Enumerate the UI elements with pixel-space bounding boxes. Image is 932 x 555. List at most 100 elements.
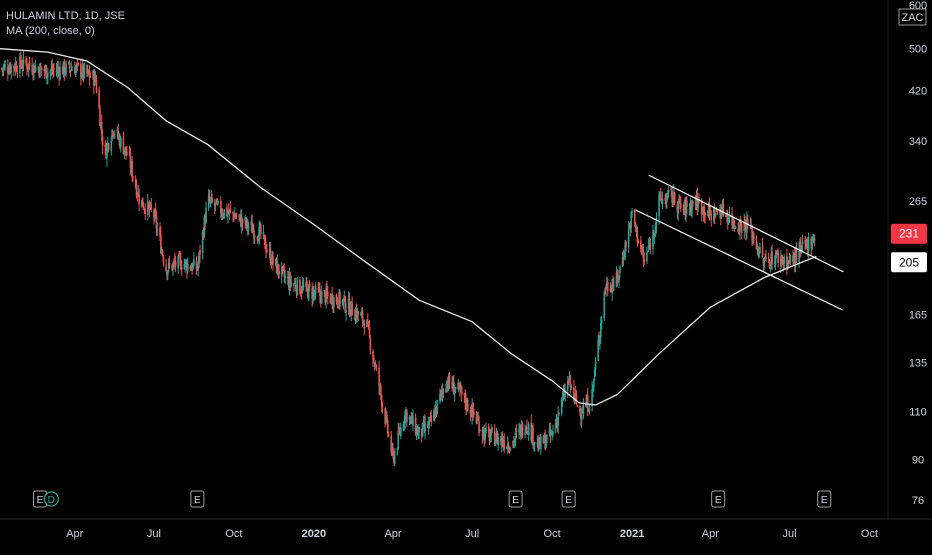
candle-body bbox=[556, 419, 559, 425]
candle-body bbox=[731, 213, 733, 226]
candle-body bbox=[513, 440, 515, 444]
candle-body bbox=[233, 214, 235, 220]
candle-body bbox=[666, 196, 668, 202]
candle-body bbox=[195, 261, 198, 270]
candle-body bbox=[566, 380, 569, 391]
candle-body bbox=[40, 65, 42, 67]
price-badge-label: 231 bbox=[899, 227, 919, 241]
candle-body bbox=[635, 227, 638, 230]
candle-body bbox=[216, 201, 219, 204]
candle-body bbox=[533, 442, 536, 445]
candle-body bbox=[150, 204, 153, 210]
candle-body bbox=[113, 135, 115, 137]
candle-body bbox=[606, 283, 608, 288]
candle-body bbox=[613, 285, 615, 287]
candle-body bbox=[621, 257, 624, 267]
candle-body bbox=[197, 262, 200, 270]
candle-body bbox=[710, 214, 713, 221]
candle-body bbox=[223, 209, 226, 218]
candle-body bbox=[375, 367, 378, 369]
candle-body bbox=[631, 211, 633, 213]
candle-body bbox=[300, 292, 302, 294]
candle-body bbox=[333, 296, 335, 309]
candle-body bbox=[372, 351, 374, 360]
price-tick-label: 135 bbox=[909, 357, 927, 369]
candle-body bbox=[508, 450, 511, 452]
candle-body bbox=[189, 265, 192, 270]
candle-body bbox=[476, 419, 479, 421]
candle-body bbox=[777, 251, 779, 264]
candle-body bbox=[649, 242, 652, 250]
candle-body bbox=[800, 246, 803, 252]
earnings-marker[interactable]: E bbox=[561, 490, 576, 508]
candle-body bbox=[360, 313, 362, 316]
candle-body bbox=[281, 266, 284, 268]
ma-line bbox=[0, 48, 817, 406]
candle-body bbox=[521, 423, 524, 437]
candle-body bbox=[154, 208, 157, 217]
candle-body bbox=[682, 208, 685, 210]
earnings-marker[interactable]: E bbox=[817, 490, 832, 508]
candlestick-series bbox=[0, 50, 816, 467]
candle-body bbox=[160, 234, 162, 254]
candle-body bbox=[347, 298, 350, 309]
trend-channel[interactable] bbox=[635, 174, 844, 311]
candle-body bbox=[500, 437, 503, 444]
earnings-marker[interactable]: E bbox=[711, 490, 726, 508]
time-tick-label: Oct bbox=[861, 528, 878, 540]
candle-body bbox=[423, 422, 426, 430]
dividend-marker[interactable]: D bbox=[43, 491, 59, 507]
candle-body bbox=[112, 131, 114, 135]
candle-body bbox=[446, 383, 449, 388]
time-axis[interactable]: Apr Jul Oct 2020 Apr Jul Oct 2021 Apr Jul Oct bbox=[0, 518, 932, 540]
candle-body bbox=[812, 240, 814, 242]
candle-body bbox=[13, 66, 16, 70]
candle-body bbox=[593, 369, 596, 378]
channel-line[interactable] bbox=[635, 209, 843, 311]
candle-body bbox=[15, 64, 18, 72]
candle-body bbox=[458, 384, 460, 386]
candle-body bbox=[714, 213, 717, 218]
price-tick-label: 90 bbox=[912, 455, 924, 467]
earnings-marker[interactable]: E bbox=[508, 490, 523, 508]
channel-line[interactable] bbox=[648, 174, 844, 273]
candle-body bbox=[759, 246, 761, 254]
candle-body bbox=[465, 401, 467, 409]
candle-body bbox=[625, 241, 627, 247]
candle-body bbox=[348, 298, 351, 316]
candle-body bbox=[161, 250, 164, 256]
candle-body bbox=[551, 432, 553, 434]
candle-body bbox=[526, 427, 528, 430]
candle-body bbox=[20, 66, 23, 68]
candle-body bbox=[643, 259, 646, 262]
candle-body bbox=[624, 242, 626, 258]
candle-body bbox=[713, 210, 716, 219]
candle-body bbox=[789, 255, 792, 263]
candle-body bbox=[770, 252, 773, 266]
candle-body bbox=[629, 223, 632, 229]
candle-body bbox=[306, 281, 308, 288]
candle-body bbox=[611, 283, 613, 293]
earnings-marker[interactable]: E bbox=[190, 490, 205, 508]
candle-body bbox=[107, 143, 110, 150]
candle-body bbox=[186, 262, 188, 271]
candle-body bbox=[558, 412, 560, 414]
candle-body bbox=[653, 233, 655, 235]
candle-body bbox=[136, 194, 139, 196]
candle-body bbox=[526, 431, 529, 434]
candle-body bbox=[573, 387, 575, 399]
candle-body bbox=[147, 203, 150, 207]
candle-body bbox=[268, 249, 271, 251]
candle-body bbox=[697, 200, 699, 208]
candle-body bbox=[509, 447, 512, 451]
candle-body bbox=[773, 262, 776, 265]
candle-body bbox=[722, 203, 725, 216]
candle-body bbox=[289, 274, 292, 284]
candle-body bbox=[585, 402, 587, 407]
candle-body bbox=[453, 382, 455, 395]
candle-body bbox=[77, 63, 80, 65]
candle-body bbox=[274, 258, 277, 263]
